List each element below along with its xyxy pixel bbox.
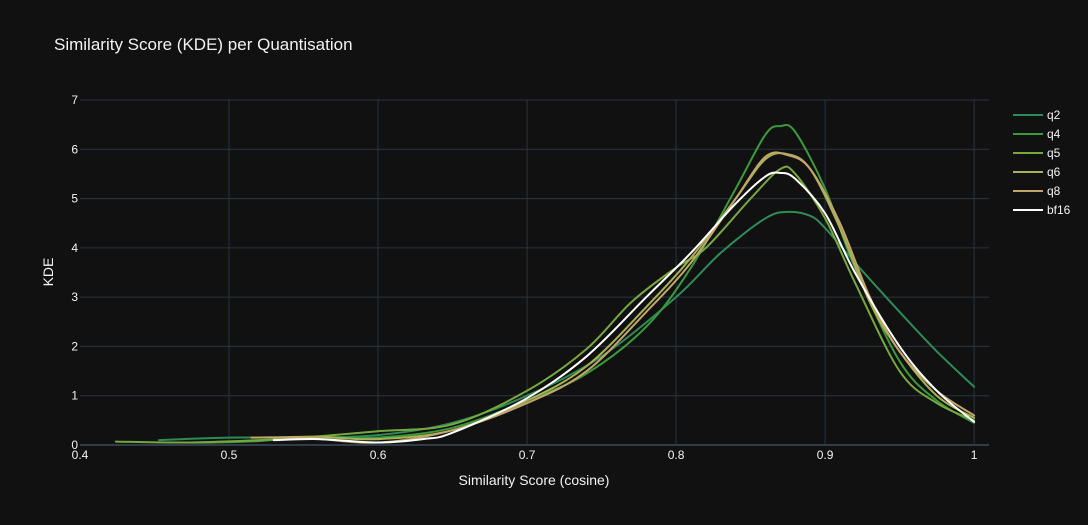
legend-item-bf16[interactable]: bf16 <box>1013 203 1071 217</box>
x-tick-label: 1 <box>971 448 978 462</box>
legend-label: q4 <box>1047 127 1061 141</box>
y-tick-label: 3 <box>71 290 78 304</box>
y-tick-label: 6 <box>71 142 78 156</box>
x-axis-title: Similarity Score (cosine) <box>459 472 610 488</box>
series-line-bf16 <box>272 171 976 444</box>
legend-label: q6 <box>1047 165 1061 179</box>
y-tick-label: 4 <box>71 241 78 255</box>
legend-item-q6[interactable]: q6 <box>1013 165 1061 179</box>
series-layer <box>114 124 976 444</box>
legend-label: q2 <box>1047 108 1061 122</box>
legend-label: bf16 <box>1047 203 1071 217</box>
x-tick-label: 0.5 <box>221 448 238 462</box>
x-tick-label: 0.8 <box>668 448 685 462</box>
legend-item-q4[interactable]: q4 <box>1013 127 1061 141</box>
legend-item-q5[interactable]: q5 <box>1013 146 1061 160</box>
y-tick-label: 2 <box>71 339 78 353</box>
legend-label: q8 <box>1047 184 1061 198</box>
legend-item-q2[interactable]: q2 <box>1013 108 1061 122</box>
y-tick-label: 7 <box>71 93 78 107</box>
x-tick-label: 0.7 <box>519 448 536 462</box>
chart-title: Similarity Score (KDE) per Quantisation <box>54 35 353 54</box>
series-line-q2 <box>158 210 976 442</box>
y-tick-label: 5 <box>71 192 78 206</box>
x-tick-label: 0.9 <box>817 448 834 462</box>
y-tick-label: 0 <box>71 438 78 452</box>
y-tick-label: 1 <box>71 389 78 403</box>
legend: q2 q4 q5 q6 q8 bf16 <box>1013 108 1071 217</box>
legend-label: q5 <box>1047 146 1061 160</box>
x-tick-label: 0.4 <box>72 448 89 462</box>
tick-layer: 0.4 0.5 0.6 0.7 0.8 0.9 1 0 1 2 3 4 5 6 7 <box>71 93 977 462</box>
y-axis-title: KDE <box>40 258 56 287</box>
x-tick-label: 0.6 <box>370 448 387 462</box>
legend-item-q8[interactable]: q8 <box>1013 184 1061 198</box>
